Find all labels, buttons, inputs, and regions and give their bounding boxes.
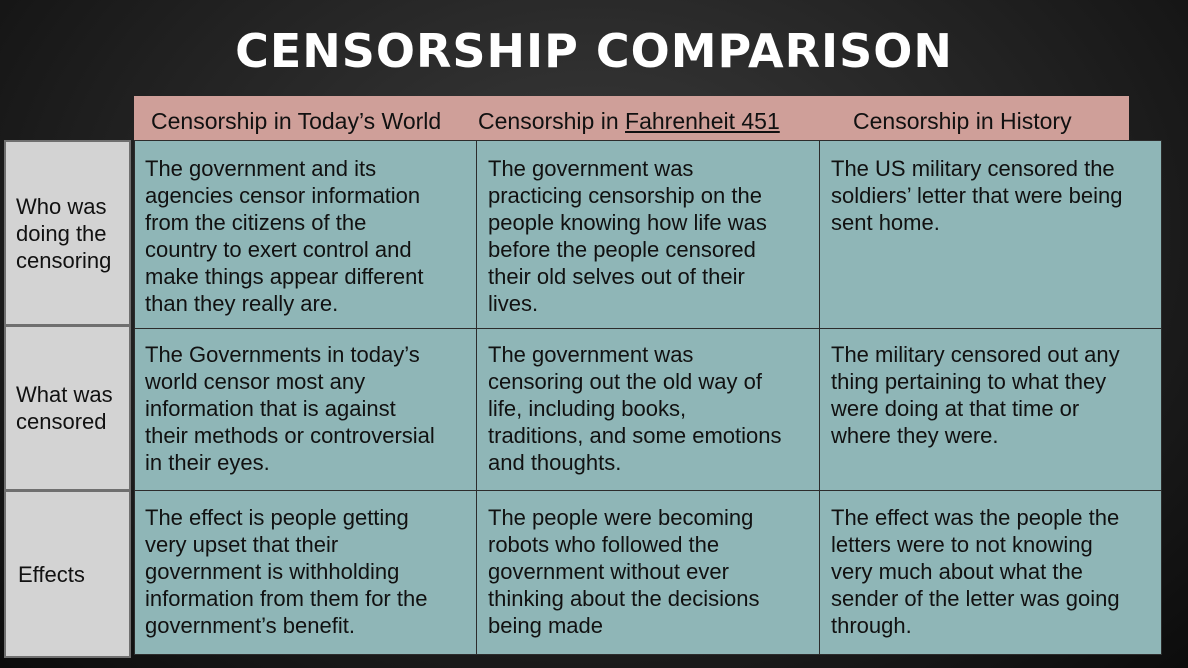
table-cell-what-today: The Governments in today’s world censor … bbox=[145, 342, 435, 475]
table-cell-who-today: The government and its agencies censor i… bbox=[145, 156, 424, 316]
column-header-fahrenheit-book-title: Fahrenheit 451 bbox=[625, 108, 780, 134]
row-divider bbox=[135, 328, 1161, 329]
table-cell-what-history: The military censored out any thing pert… bbox=[831, 342, 1120, 448]
column-header-history: Censorship in History bbox=[853, 108, 1072, 134]
column-divider bbox=[476, 141, 477, 654]
row-label-who-text: Who was doing the censoring bbox=[16, 193, 112, 273]
row-label-effects: Effects bbox=[4, 490, 131, 658]
row-label-what: What was censored bbox=[4, 325, 131, 491]
comparison-table: The government and its agencies censor i… bbox=[134, 140, 1162, 655]
column-header-bar bbox=[134, 96, 1129, 140]
table-cell-effects-today: The effect is people getting very upset … bbox=[145, 505, 428, 638]
row-divider bbox=[135, 490, 1161, 491]
table-cell-who-fahrenheit: The government was practicing censorship… bbox=[488, 156, 767, 316]
column-divider bbox=[819, 141, 820, 654]
column-header-today: Censorship in Today’s World bbox=[151, 108, 442, 134]
table-cell-effects-history: The effect was the people the letters we… bbox=[831, 505, 1120, 638]
table-cell-who-history: The US military censored the soldiers’ l… bbox=[831, 156, 1123, 235]
table-cell-what-fahrenheit: The government was censoring out the old… bbox=[488, 342, 782, 475]
column-header-fahrenheit: Censorship in Fahrenheit 451 bbox=[478, 108, 780, 135]
row-label-who: Who was doing the censoring bbox=[4, 140, 131, 326]
row-label-effects-text: Effects bbox=[18, 561, 85, 587]
column-header-fahrenheit-prefix: Censorship in bbox=[478, 108, 626, 134]
row-label-what-text: What was censored bbox=[16, 382, 113, 434]
table-cell-effects-fahrenheit: The people were becoming robots who foll… bbox=[488, 505, 760, 638]
slide-title: CENSORSHIP COMPARISON bbox=[235, 24, 953, 78]
